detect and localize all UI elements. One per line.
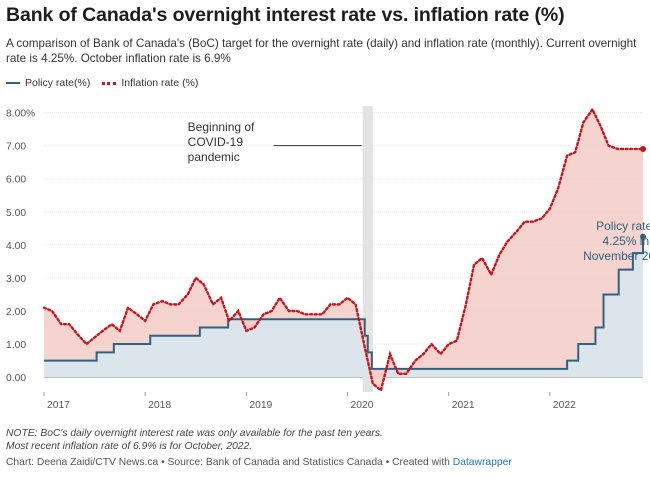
inflation-end-point [640,145,646,152]
y-tick-label: 2.00 [6,307,26,318]
area-between [44,109,643,391]
tick-label-layer: 0.00 1.00 2.00 3.00 4.00 5.00 6.00 7.00 8.00% 201… [6,109,576,411]
covid-annotation-text: COVID-19 [188,135,244,149]
legend-label-inflation: Inflation rate (%) [121,77,199,89]
area-layer [44,109,643,391]
y-tick-label: 7.00 [6,142,26,153]
legend-label-policy: Policy rate(%) [25,77,91,89]
note-line-1: NOTE: BoC's daily overnight interest rat… [6,428,383,439]
chart-svg: 0.00 1.00 2.00 3.00 4.00 5.00 6.00 7.00 8.00% 201… [6,106,650,411]
covid-annotation-text: pandemic [188,150,240,164]
note-line-2: Most recent inflation rate of 6.9% is fo… [6,441,253,452]
x-tick-label: 2020 [351,400,374,411]
covid-annotation-text: Beginning of [188,120,255,134]
policy-rate-line [44,236,644,370]
y-tick-label: 8.00% [6,109,35,120]
x-tick-label: 2018 [148,400,171,411]
y-tick-label: 1.00 [6,340,26,351]
x-tick-label: 2019 [249,400,272,411]
policy-annotation-text: November 2022 [583,249,650,263]
chart-credit: Chart: Deena Zaidi/CTV News.ca • Source:… [6,457,512,468]
y-tick-label: 5.00 [6,208,26,219]
legend-item-policy: Policy rate(%) [6,77,90,89]
legend-swatch-inflation [102,81,117,85]
covid-band [362,106,373,392]
y-tick-label: 6.00 [6,175,26,186]
x-tick-label: 2017 [47,400,70,411]
y-tick-label: 4.00 [6,241,26,252]
legend: Policy rate(%) Inflation rate (%) [6,77,210,89]
y-tick-label: 3.00 [6,274,26,285]
x-tick-label: 2021 [452,400,475,411]
x-tick-label: 2022 [553,400,576,411]
inflation-rate-line [42,106,645,393]
covid-band-layer [362,106,373,392]
legend-swatch-policy [6,82,20,84]
policy-annotation-text: Policy rate: [596,219,650,233]
line-layer [42,106,646,393]
area-under-policy [44,236,643,378]
chart-title: Bank of Canada's overnight interest rate… [6,4,565,26]
policy-annotation-text: 4.25% in [602,234,649,248]
legend-item-inflation: Inflation rate (%) [102,77,198,89]
datawrapper-link[interactable]: Datawrapper [452,457,512,468]
y-tick-label: 0.00 [6,373,26,384]
chart-note: NOTE: BoC's daily overnight interest rat… [6,427,646,453]
credit-text: Chart: Deena Zaidi/CTV News.ca • Source:… [6,457,450,468]
policy-end-point [640,233,646,240]
chart-subtitle: A comparison of Bank of Canada's (BoC) t… [6,37,637,65]
